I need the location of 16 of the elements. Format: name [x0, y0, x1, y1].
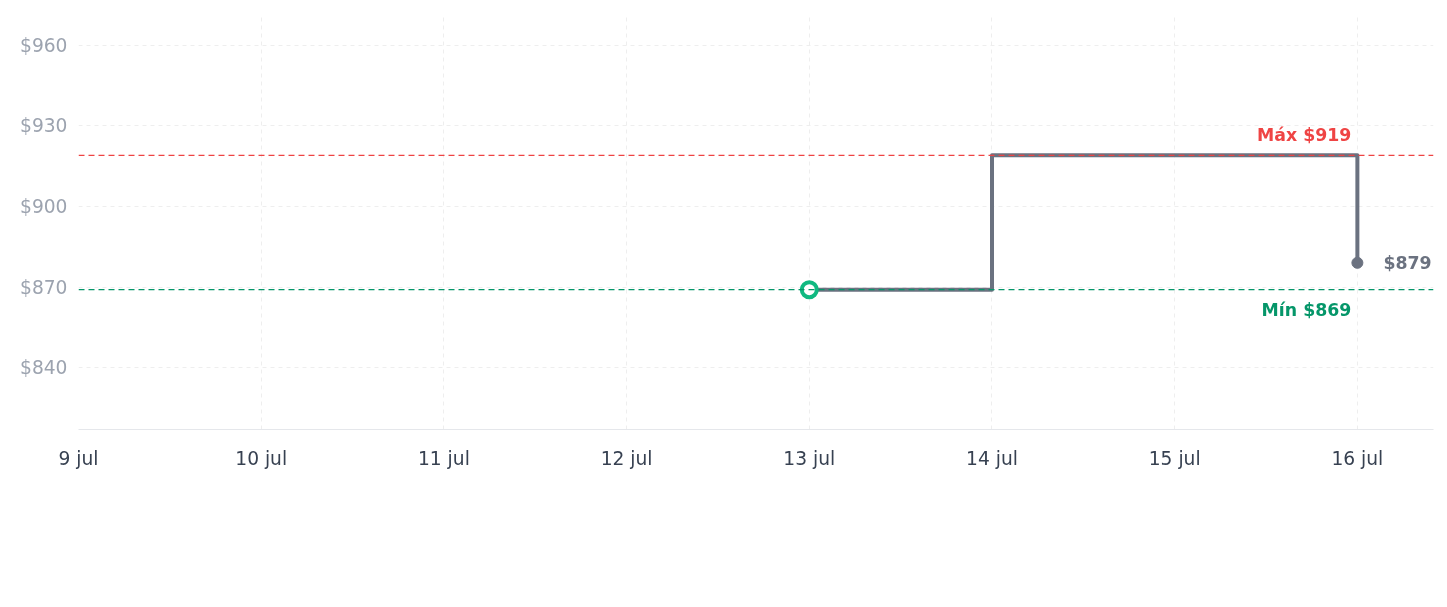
x-tick-label: 16 jul	[1331, 447, 1384, 469]
ref-line-label: Máx $919	[1257, 125, 1352, 146]
x-tick-label: 15 jul	[1148, 447, 1201, 469]
x-tick-label: 10 jul	[235, 447, 288, 469]
y-tick-label: $930	[20, 115, 68, 137]
x-tick-label: 13 jul	[783, 447, 836, 469]
y-tick-label: $870	[20, 276, 68, 298]
y-tick-label: $900	[20, 195, 68, 217]
y-tick-label: $960	[20, 34, 68, 56]
x-tick-label: 14 jul	[966, 447, 1018, 469]
data-label: $879	[1383, 252, 1432, 273]
x-tick-label: 12 jul	[600, 447, 653, 469]
y-tick-label: $840	[20, 357, 68, 379]
x-tick-label: 11 jul	[417, 447, 470, 469]
ref-line-label: Mín $869	[1261, 299, 1352, 320]
x-tick-label: 9 jul	[58, 447, 99, 469]
